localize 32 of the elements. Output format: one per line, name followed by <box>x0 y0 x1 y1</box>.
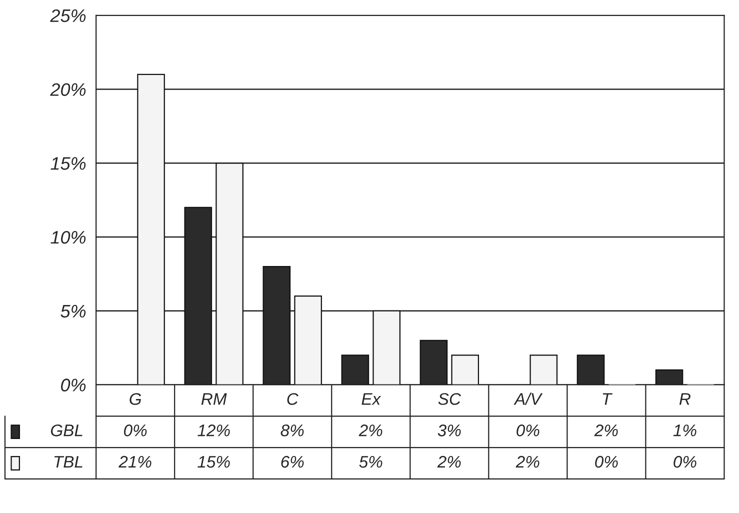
legend-label: TBL <box>54 456 82 468</box>
data-label: 8% <box>280 424 304 436</box>
data-label: 15% <box>198 456 230 468</box>
data-label: 2% <box>594 424 618 436</box>
x-tick-label: Ex <box>362 393 382 405</box>
data-label: 0% <box>674 456 696 468</box>
y-tick-label: 0% <box>61 378 86 392</box>
x-tick-label: C <box>287 393 298 405</box>
y-tick-label: 20% <box>50 83 86 96</box>
data-label: 2% <box>516 456 540 468</box>
data-label: 2% <box>358 424 382 436</box>
data-label: 2% <box>437 456 461 468</box>
data-label: 1% <box>673 424 696 436</box>
x-tick-label: SC <box>438 393 462 405</box>
data-label: 0% <box>124 424 147 436</box>
data-label: 6% <box>281 456 304 468</box>
data-label: 0% <box>595 456 618 468</box>
data-label: 12% <box>198 424 230 436</box>
data-label: 0% <box>516 424 540 436</box>
data-label: 5% <box>359 456 382 468</box>
x-tick-label: A/V <box>514 392 543 405</box>
y-tick-label: 25% <box>50 9 86 22</box>
x-tick-label: R <box>679 393 690 405</box>
y-tick-label: 5% <box>60 304 86 318</box>
data-label: 21% <box>118 456 152 468</box>
x-tick-label: T <box>602 393 613 405</box>
y-tick-label: 10% <box>50 230 86 244</box>
x-tick-label: G <box>130 393 142 405</box>
data-label: 3% <box>438 424 461 436</box>
y-tick-label: 15% <box>50 157 86 170</box>
legend-label: GBL <box>50 424 82 436</box>
x-tick-label: RM <box>201 393 227 405</box>
